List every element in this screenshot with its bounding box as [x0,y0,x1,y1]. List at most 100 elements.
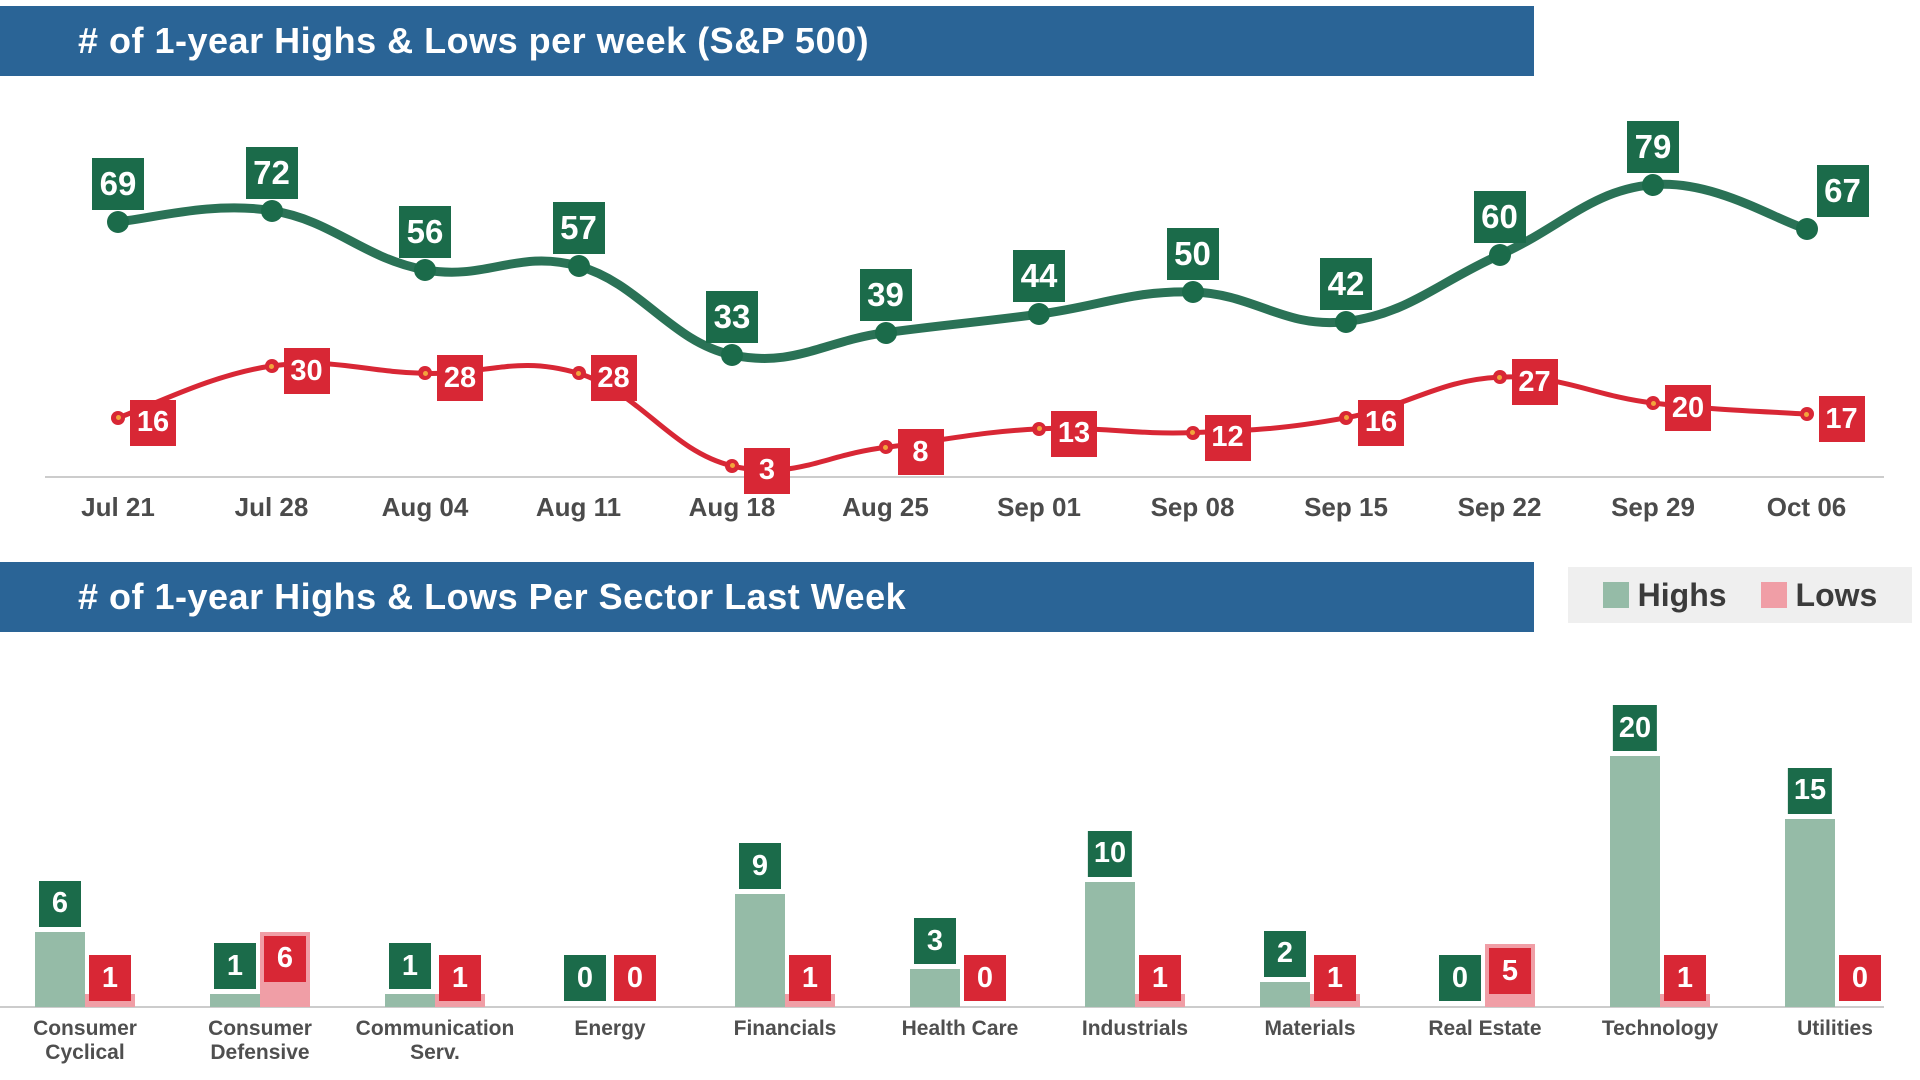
high-value-label: 69 [92,157,144,210]
lows-bar-label: 1 [789,955,831,1001]
legend-item-lows: Lows [1760,576,1878,614]
legend-highs-label: Highs [1637,576,1727,613]
chart1-title: # of 1-year Highs & Lows per week (S&P 5… [78,20,870,61]
high-value-label: 79 [1627,120,1679,173]
low-value-label: 20 [1665,385,1711,431]
x-tick: Sep 08 [1150,492,1235,522]
low-value-label: 8 [897,429,944,476]
highs-bar-label: 3 [914,918,956,965]
high-point-marker [1488,244,1511,266]
low-point-marker [418,366,432,381]
highs-bar-label: 9 [739,843,781,890]
high-point-marker [260,199,283,222]
sector-label: Communication Serv. [355,1017,515,1064]
high-point-marker [1028,303,1050,326]
highs-bar-label: 1 [389,943,431,990]
low-value-label: 28 [437,355,483,402]
highs-bar [910,969,960,1007]
high-point-marker [567,255,590,278]
high-point-marker [721,343,743,366]
legend-item-highs: Highs [1602,576,1727,614]
lows-swatch-icon [1760,582,1787,608]
x-tick: Jul 21 [81,492,155,522]
high-point-marker [1795,218,1818,241]
high-value-label: 33 [706,290,758,343]
chart2-title: # of 1-year Highs & Lows Per Sector Last… [78,576,907,617]
low-point-marker [1646,396,1660,410]
high-value-label: 56 [399,205,451,258]
x-tick: Jul 28 [234,492,309,522]
highs-bar [385,994,435,1007]
low-point-marker [571,366,586,381]
highs-bar-label: 1 [214,943,256,990]
sector-label: Real Estate [1428,1017,1542,1040]
low-value-label: 27 [1511,359,1558,406]
lows-bar-label: 1 [1664,955,1706,1001]
x-tick: Oct 06 [1766,492,1847,522]
legend-lows-label: Lows [1795,576,1878,613]
high-value-label: 57 [552,202,605,255]
sector-label: Materials [1264,1017,1356,1040]
high-value-label: 72 [245,146,298,199]
low-value-label: 12 [1204,414,1251,461]
highs-bar-label: 20 [1612,705,1658,751]
high-point-marker [1181,281,1204,303]
highs-bar-label: 6 [39,880,81,927]
high-value-label: 42 [1320,257,1372,310]
low-value-label: 30 [283,348,330,394]
chart2-title-bar: # of 1-year Highs & Lows Per Sector Last… [0,562,1534,632]
highs-bar [210,994,260,1007]
x-tick: Aug 04 [381,492,469,522]
highs-bar [1085,881,1135,1007]
high-value-label: 44 [1013,250,1065,303]
x-tick: Aug 18 [688,492,776,522]
low-value-label: 28 [590,355,637,402]
chart1-title-bar: # of 1-year Highs & Lows per week (S&P 5… [0,6,1534,76]
sector-label: Financials [733,1017,837,1040]
high-point-marker [107,210,129,233]
highs-swatch-icon [1602,582,1629,608]
highs-bar [1785,818,1835,1007]
x-tick: Aug 11 [535,492,622,522]
lows-bar-label: 0 [1839,955,1881,1001]
sector-label: Health Care [901,1017,1019,1040]
low-point-marker [111,410,125,425]
high-point-marker [874,321,897,344]
low-point-marker [725,458,739,473]
highs-line [113,179,1811,363]
highs-bar [1260,981,1310,1007]
high-value-label: 50 [1166,228,1219,280]
sector-label: Energy [574,1017,646,1040]
low-point-marker [1032,421,1046,436]
high-value-label: 67 [1816,165,1869,218]
lows-bar-label: 1 [1314,955,1356,1001]
lows-bar-label: 0 [964,955,1006,1001]
sector-label: Utilities [1797,1017,1873,1040]
sector-label: Technology [1601,1017,1719,1040]
high-point-marker [1335,310,1357,333]
low-point-marker [264,359,279,373]
highs-bar-label: 15 [1787,767,1833,814]
lows-bar-label: 1 [439,955,481,1001]
highs-bar-label: 0 [564,955,606,1001]
lows-bar-label: 6 [264,935,306,982]
legend: Highs Lows [1568,567,1912,623]
low-value-label: 16 [130,399,176,446]
sector-label: Consumer Cyclical [33,1017,137,1064]
highs-bar-label: 2 [1264,930,1306,977]
low-point-marker [1185,425,1200,440]
lows-bar-label: 1 [1139,955,1181,1001]
high-value-label: 39 [859,268,912,321]
sector-label: Industrials [1081,1017,1189,1040]
lows-bar-label: 5 [1489,948,1531,995]
high-point-marker [1642,173,1664,196]
low-point-marker [878,440,893,455]
x-tick: Sep 15 [1304,492,1388,522]
highs-bar [735,894,785,1007]
low-value-label: 13 [1051,410,1097,457]
lows-bar-label: 1 [89,955,131,1001]
low-value-label: 3 [744,447,790,494]
low-value-label: 17 [1818,396,1865,443]
